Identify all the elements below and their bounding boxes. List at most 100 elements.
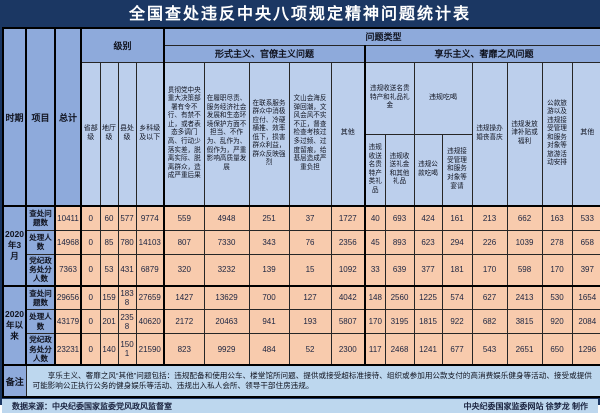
data-cell: 2356: [330, 229, 366, 255]
data-cell: 159: [99, 284, 119, 311]
data-cell: 2468: [384, 333, 415, 366]
data-cell: 45: [364, 229, 386, 255]
statistics-table: 时期 项目 总计 级别 问题类型 形式主义、官僚主义问题 享乐主义、奢靡之风问题…: [2, 27, 600, 399]
data-cell: 60: [99, 205, 119, 231]
data-cell: 20463: [203, 309, 250, 335]
data-cell: 40: [364, 205, 386, 231]
data-cell: 7363: [54, 253, 82, 287]
item-cell: 处理人数: [25, 309, 56, 335]
data-cell: 213: [471, 205, 508, 231]
hedonism-other-col-header: 其他: [571, 61, 600, 207]
formalism-col-header-2: 在履职尽责、服务经济社会发展和生态环境保护方面不担当、不作为、乱作为、假作为，严…: [203, 61, 250, 207]
wedding-funeral-col-header: 违规操办婚丧喜庆: [471, 61, 508, 207]
data-cell: 1296: [571, 333, 600, 366]
data-cell: 161: [441, 205, 473, 231]
data-cell: 1838: [117, 284, 137, 311]
data-cell: 226: [471, 229, 508, 255]
data-cell: 941: [248, 309, 290, 335]
col-header-item: 项目: [25, 27, 56, 207]
data-cell: 807: [163, 229, 205, 255]
data-cell: 23231: [54, 333, 82, 366]
data-cell: 170: [541, 253, 573, 287]
data-cell: 140: [99, 333, 119, 366]
level-col-header-county: 县处级: [117, 61, 137, 207]
data-cell: 920: [541, 309, 573, 335]
data-cell: 577: [117, 205, 137, 231]
data-cell: 693: [384, 205, 415, 231]
data-cell: 1654: [571, 284, 600, 311]
data-cell: 530: [541, 284, 573, 311]
data-cell: 2413: [506, 284, 543, 311]
formalism-col-header-other: 其他: [330, 61, 366, 207]
data-cell: 3815: [506, 309, 543, 335]
page-title: 全国查处违反中央八项规定精神问题统计表: [2, 2, 598, 27]
data-cell: 1727: [330, 205, 366, 231]
item-cell: 查处问题数: [25, 284, 56, 311]
data-cell: 533: [571, 205, 600, 231]
col-header-period: 时期: [2, 27, 27, 207]
data-cell: 0: [80, 284, 101, 311]
data-cell: 1241: [413, 333, 443, 366]
data-cell: 148: [364, 284, 386, 311]
problem-type-header: 问题类型: [163, 27, 600, 46]
data-cell: 76: [288, 229, 332, 255]
level-col-header-prefecture: 地厅级: [99, 61, 119, 207]
period-cell: 2020年3月: [2, 205, 27, 287]
data-cell: 193: [288, 309, 332, 335]
data-cell: 170: [364, 309, 386, 335]
data-cell: 377: [413, 253, 443, 287]
data-cell: 27659: [135, 284, 165, 311]
item-cell: 党纪政务处分人数: [25, 333, 56, 366]
allowances-col-header: 违规发放津补贴或福利: [506, 61, 543, 207]
data-cell: 0: [80, 205, 101, 231]
data-cell: 6879: [135, 253, 165, 287]
footer-bar: 数据来源：中央纪委国家监委党风政风监督室 中央纪委国家监委网站 徐梦龙 制作: [2, 398, 598, 413]
formalism-col-header-1: 贯彻党中央重大决策部署有令不行、有禁不止，或者表态多调门高、行动少落实差，脱离实…: [163, 61, 205, 207]
data-cell: 424: [413, 205, 443, 231]
data-cell: 7330: [203, 229, 250, 255]
data-cell: 52: [288, 333, 332, 366]
data-cell: 343: [248, 229, 290, 255]
data-cell: 40620: [135, 309, 165, 335]
data-cell: 2084: [571, 309, 600, 335]
credit: 中央纪委国家监委网站 徐梦龙 制作: [463, 401, 588, 411]
data-cell: 2560: [384, 284, 415, 311]
data-cell: 627: [471, 284, 508, 311]
data-cell: 15: [288, 253, 332, 287]
data-cell: 14968: [54, 229, 82, 255]
data-cell: 658: [571, 229, 600, 255]
data-cell: 2651: [506, 333, 543, 366]
data-cell: 10411: [54, 205, 82, 231]
data-cell: 893: [384, 229, 415, 255]
data-cell: 543: [471, 333, 508, 366]
remark-text: 享乐主义、奢靡之风“其他”问题包括：违规配备和使用公车、楼堂馆所问题、提供或接受…: [25, 364, 600, 398]
data-cell: 559: [163, 205, 205, 231]
data-cell: 29656: [54, 284, 82, 311]
data-cell: 1501: [117, 333, 137, 366]
data-cell: 5807: [330, 309, 366, 335]
col-header-total: 总计: [54, 27, 82, 207]
data-cell: 574: [441, 284, 473, 311]
data-cell: 650: [541, 333, 573, 366]
data-cell: 484: [248, 333, 290, 366]
data-cell: 37: [288, 205, 332, 231]
data-cell: 1092: [330, 253, 366, 287]
dining-col-header-1: 违规公款吃喝: [413, 133, 443, 207]
data-cell: 598: [506, 253, 543, 287]
dining-col-header-2: 违规接受管理和服务对象等宴请: [441, 133, 473, 207]
data-cell: 85: [99, 229, 119, 255]
gifts-col-header-1: 违规收送名贵特产类礼品: [364, 133, 386, 207]
data-cell: 33: [364, 253, 386, 287]
data-cell: 4948: [203, 205, 250, 231]
gifts-col-header-2: 违规收送礼金和其他礼品: [384, 133, 415, 207]
data-cell: 14103: [135, 229, 165, 255]
data-cell: 397: [571, 253, 600, 287]
data-cell: 117: [364, 333, 386, 366]
data-cell: 639: [384, 253, 415, 287]
item-cell: 党纪政务处分人数: [25, 253, 56, 287]
data-cell: 0: [80, 309, 101, 335]
remark-label: 备注: [2, 364, 27, 398]
data-cell: 700: [248, 284, 290, 311]
data-cell: 2300: [330, 333, 366, 366]
